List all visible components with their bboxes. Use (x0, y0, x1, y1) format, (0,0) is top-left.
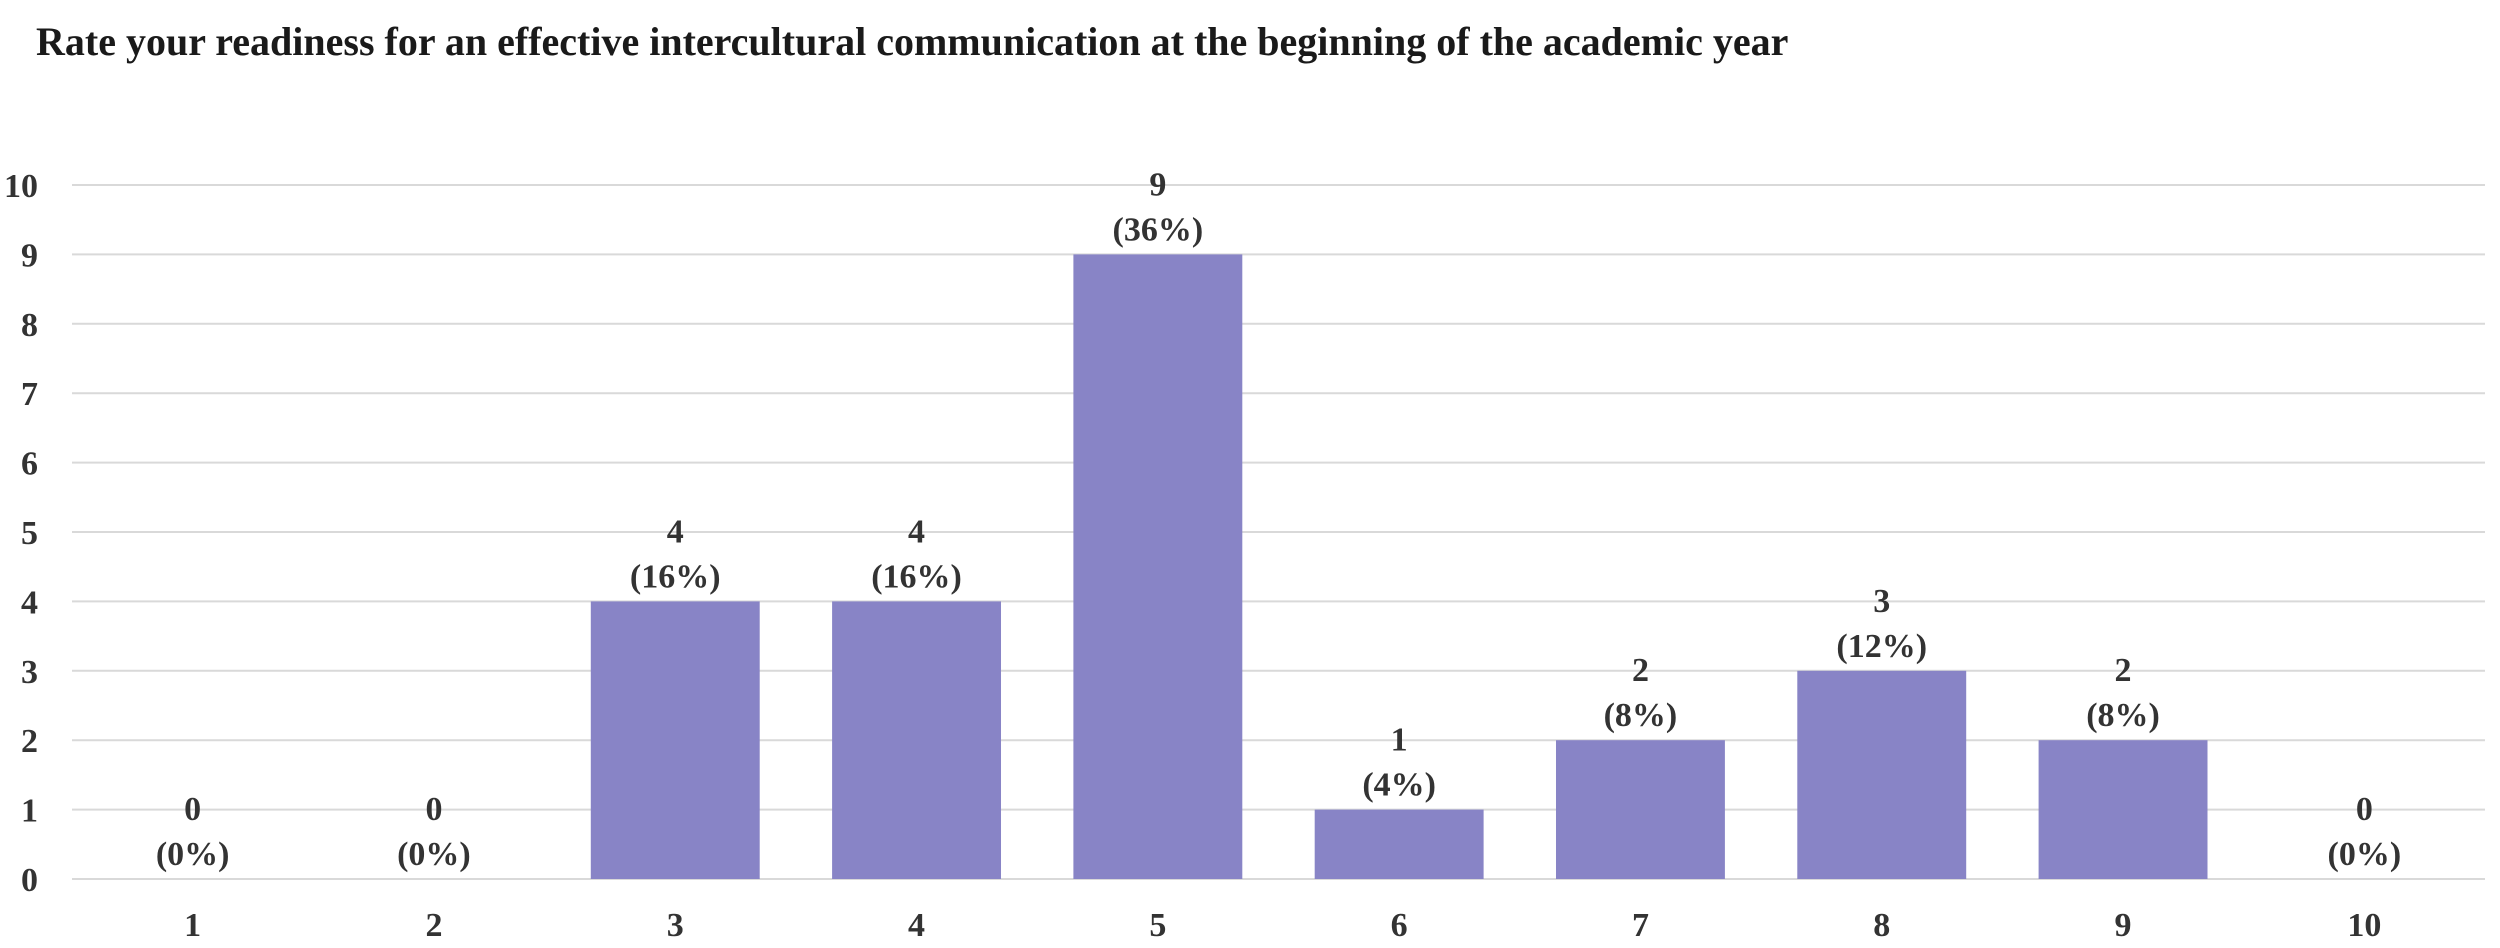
x-tick-label: 4 (908, 907, 925, 944)
y-tick-label: 2 (21, 723, 38, 760)
x-tick-label: 5 (1149, 907, 1166, 944)
y-tick-label: 5 (21, 515, 38, 552)
x-axis-ticks: 1 2 3 4 5 6 7 8 9 10 (184, 907, 2381, 944)
data-label-value: 0 (184, 791, 201, 828)
y-tick-label: 0 (21, 862, 38, 899)
y-axis-ticks: 0 1 2 3 4 5 6 7 8 9 10 (4, 168, 38, 899)
data-labels: 0 (0%) 0 (0%) 4 (16%) 4 (16%) 9 (36%) 1 (4%) 2 (8%) 3 (… (156, 166, 2401, 873)
chart-title: Rate your readiness for an effective int… (36, 19, 1789, 64)
data-label-value: 9 (1149, 166, 1166, 203)
y-tick-label: 4 (21, 584, 38, 621)
data-label-value: 4 (667, 513, 684, 550)
data-label-percent: (0%) (156, 836, 230, 873)
data-label-value: 2 (2115, 652, 2132, 689)
data-label-percent: (16%) (630, 558, 721, 595)
y-tick-label: 7 (21, 376, 38, 413)
data-label-value: 0 (425, 791, 442, 828)
data-label-value: 4 (908, 513, 925, 550)
x-tick-label: 9 (2115, 907, 2132, 944)
x-tick-label: 7 (1632, 907, 1649, 944)
data-label-percent: (36%) (1113, 211, 1204, 248)
data-label-percent: (12%) (1836, 628, 1927, 665)
x-tick-label: 1 (184, 907, 201, 944)
x-tick-label: 6 (1391, 907, 1408, 944)
y-tick-label: 1 (21, 793, 38, 830)
data-label-value: 2 (1632, 652, 1649, 689)
bar (1555, 740, 1725, 879)
bars (590, 254, 2208, 879)
x-tick-label: 8 (1873, 907, 1890, 944)
data-label-value: 0 (2356, 791, 2373, 828)
bar (590, 601, 760, 879)
y-tick-label: 9 (21, 237, 38, 274)
y-tick-label: 3 (21, 654, 38, 691)
bar (1797, 670, 1967, 879)
bar (1314, 809, 1484, 879)
data-label-value: 3 (1873, 583, 1890, 620)
data-label-percent: (0%) (397, 836, 471, 873)
y-tick-label: 10 (4, 168, 38, 205)
y-tick-label: 6 (21, 446, 38, 483)
bar (2038, 740, 2208, 879)
data-label-percent: (16%) (871, 558, 962, 595)
bar (1073, 254, 1243, 879)
data-label-percent: (0%) (2328, 836, 2402, 873)
x-tick-label: 10 (2347, 907, 2381, 944)
data-label-value: 1 (1391, 722, 1408, 759)
data-label-percent: (8%) (2086, 697, 2160, 734)
gridlines (72, 184, 2485, 880)
data-label-percent: (4%) (1362, 767, 1436, 804)
data-label-percent: (8%) (1604, 697, 1678, 734)
x-tick-label: 3 (667, 907, 684, 944)
y-tick-label: 8 (21, 307, 38, 344)
bar (832, 601, 1002, 879)
x-tick-label: 2 (425, 907, 442, 944)
